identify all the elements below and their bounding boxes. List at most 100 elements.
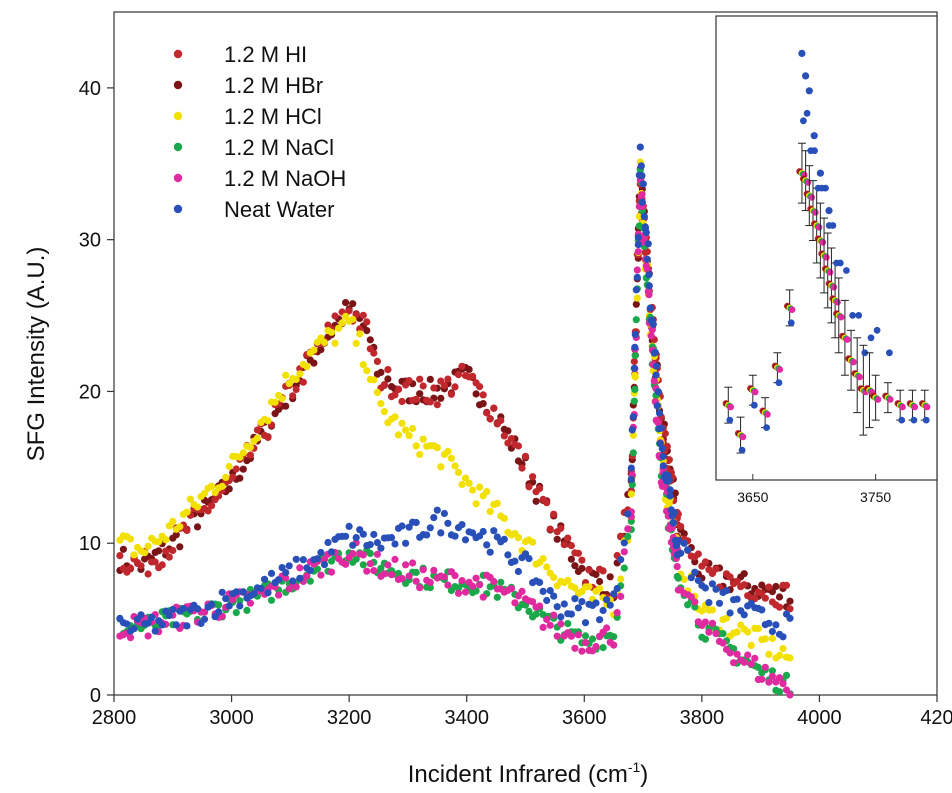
data-point	[419, 435, 427, 443]
data-point	[708, 580, 717, 588]
data-point	[169, 605, 177, 614]
data-point	[529, 598, 537, 606]
inset-point-water	[726, 416, 734, 424]
data-point	[493, 593, 501, 601]
data-point	[581, 619, 590, 627]
data-point	[398, 522, 406, 530]
data-point	[331, 339, 339, 347]
inset-point-water	[805, 87, 813, 95]
x-axis-label: Incident Infrared (cm-1)	[408, 759, 649, 788]
data-point	[610, 633, 618, 641]
data-point	[659, 462, 667, 470]
data-point	[342, 299, 350, 307]
data-point	[775, 593, 784, 601]
data-point	[500, 535, 508, 543]
data-point	[571, 562, 579, 570]
series-1-2-m-naoh	[116, 176, 794, 699]
data-point	[370, 530, 378, 539]
data-point	[352, 555, 360, 563]
data-point	[359, 530, 367, 538]
data-point	[684, 546, 692, 554]
data-point	[327, 328, 336, 336]
data-point	[239, 449, 247, 457]
data-point	[592, 570, 600, 579]
data-point	[665, 456, 673, 464]
data-point	[447, 454, 455, 462]
data-point	[215, 601, 223, 609]
data-point	[636, 143, 644, 151]
data-point	[722, 614, 731, 622]
data-point	[564, 576, 572, 584]
data-point	[631, 330, 639, 338]
data-point	[444, 447, 452, 455]
data-point	[631, 343, 639, 351]
data-point	[387, 534, 396, 542]
data-point	[610, 641, 618, 649]
data-point	[673, 563, 681, 571]
data-point	[296, 370, 304, 378]
data-point	[313, 555, 321, 563]
data-point	[634, 241, 642, 249]
data-point	[278, 564, 286, 572]
data-point	[366, 336, 374, 344]
inset-point-water	[861, 349, 869, 357]
data-point	[430, 514, 438, 522]
data-point	[225, 462, 233, 471]
data-point	[200, 608, 209, 616]
data-point	[479, 593, 487, 601]
data-point	[712, 630, 720, 638]
data-point	[574, 631, 583, 639]
data-point	[553, 535, 561, 543]
inset-point-water	[775, 379, 783, 387]
inset-point-water	[738, 446, 746, 454]
data-point	[719, 630, 727, 638]
data-point	[733, 628, 741, 636]
data-point	[543, 615, 551, 624]
inset-point-water	[803, 109, 811, 117]
data-point	[631, 385, 639, 393]
data-point	[550, 592, 558, 600]
data-point	[126, 564, 135, 572]
data-point	[637, 162, 645, 170]
y-tick-label: 20	[79, 381, 101, 403]
data-point	[416, 390, 424, 398]
data-point	[285, 380, 293, 388]
data-point	[225, 485, 233, 493]
data-point	[155, 547, 163, 555]
legend-marker	[173, 204, 183, 214]
data-point	[617, 575, 625, 583]
data-point	[567, 632, 576, 640]
data-point	[387, 571, 396, 579]
x-tick-label: 3800	[680, 707, 725, 729]
data-point	[320, 561, 329, 569]
data-point	[454, 371, 463, 379]
data-point	[532, 497, 540, 505]
inset-x-tick-label: 3750	[860, 489, 891, 505]
data-point	[412, 442, 420, 450]
x-tick-label: 420	[920, 707, 952, 729]
data-point	[320, 338, 329, 347]
data-point	[650, 377, 658, 385]
legend-label: 1.2 M NaCl	[224, 135, 334, 160]
data-point	[674, 586, 682, 594]
data-point	[366, 560, 374, 568]
inset-point	[911, 403, 919, 411]
data-point	[324, 538, 332, 547]
data-point	[571, 595, 579, 603]
data-point	[654, 388, 662, 396]
data-point	[768, 634, 777, 643]
data-point	[373, 357, 381, 365]
data-point	[643, 248, 651, 256]
data-point	[761, 635, 769, 643]
data-point	[786, 614, 794, 622]
data-point	[222, 473, 230, 481]
data-point	[377, 368, 385, 376]
x-tick-label: 3400	[444, 707, 489, 729]
data-point	[666, 486, 674, 494]
data-point	[465, 365, 473, 373]
data-point	[628, 481, 636, 489]
x-tick-label: 3000	[209, 707, 254, 729]
legend-label: 1.2 M HBr	[224, 73, 323, 98]
data-point	[402, 426, 410, 434]
data-point	[507, 585, 515, 593]
